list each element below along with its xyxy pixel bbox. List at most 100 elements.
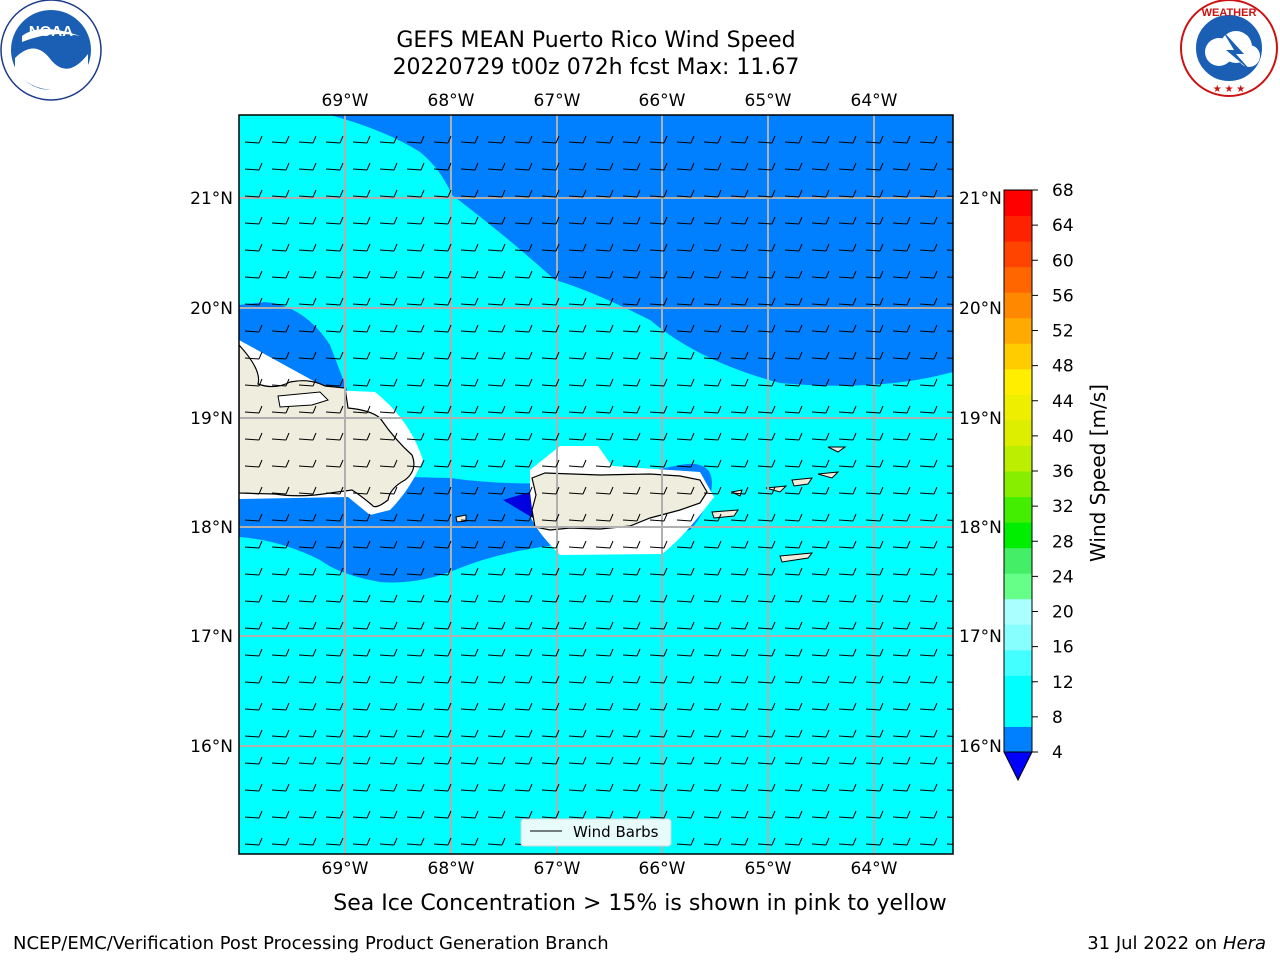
wind-barb	[298, 432, 317, 441]
wind-barb	[244, 243, 263, 252]
wind-barb	[784, 459, 803, 468]
wind-barb	[406, 567, 425, 576]
wind-barb	[271, 594, 290, 603]
wind-barb	[676, 837, 695, 846]
wind-barb	[730, 540, 749, 549]
colorbar-tick-label: 16	[1052, 638, 1074, 658]
wind-barb	[487, 216, 506, 225]
wind-barb	[784, 513, 803, 522]
wind-barb	[622, 351, 641, 360]
wind-barb	[568, 486, 587, 495]
wind-barb	[568, 135, 587, 144]
wind-barb	[271, 783, 290, 792]
wind-barb	[757, 756, 776, 765]
wind-barb	[784, 270, 803, 279]
colorbar-segment	[1004, 573, 1032, 600]
wind-barb	[622, 675, 641, 684]
wind-barb	[325, 648, 344, 657]
wind-barb	[892, 810, 911, 819]
wind-barb	[649, 540, 668, 549]
wind-barb	[271, 135, 290, 144]
wind-barb	[298, 351, 317, 360]
wind-barb	[865, 189, 884, 198]
colorbar-segment	[1004, 241, 1032, 268]
wind-barb	[379, 621, 398, 630]
wind-barb	[757, 189, 776, 198]
wind-barb	[568, 729, 587, 738]
wind-barb	[595, 675, 614, 684]
wind-barb	[757, 432, 776, 441]
wind-barb	[352, 756, 371, 765]
wind-barb	[271, 324, 290, 333]
wind-barb	[568, 162, 587, 171]
wind-barb	[514, 216, 533, 225]
wind-barb	[541, 216, 560, 225]
wind-barb	[649, 378, 668, 387]
wind-barb	[757, 540, 776, 549]
wind-barb	[784, 135, 803, 144]
wind-barb	[757, 567, 776, 576]
wind-barb	[649, 486, 668, 495]
wind-barb	[541, 378, 560, 387]
wind-barb	[298, 756, 317, 765]
wind-barb	[487, 270, 506, 279]
wind-barb	[865, 540, 884, 549]
wind-barb	[433, 783, 452, 792]
wind-barb	[784, 189, 803, 198]
wind-barb	[703, 459, 722, 468]
wind-barb	[379, 594, 398, 603]
wind-barb	[919, 378, 938, 387]
wind-barb	[946, 330, 953, 332]
wind-barb	[838, 567, 857, 576]
wind-barb	[298, 378, 317, 387]
wind-barb	[730, 567, 749, 576]
wind-barb	[406, 405, 425, 414]
lon-label-67w: 67°W	[534, 91, 581, 111]
wind-barb	[406, 270, 425, 279]
wind-barb	[541, 486, 560, 495]
wind-barb	[730, 756, 749, 765]
wind-barb	[811, 675, 830, 684]
colorbar-segment	[1004, 368, 1032, 395]
wind-barb	[757, 405, 776, 414]
wind-barb	[838, 783, 857, 792]
wind-barb	[325, 756, 344, 765]
wind-barb	[487, 540, 506, 549]
lat-labels-left: 21°N 20°N 19°N 18°N 17°N 16°N	[190, 189, 233, 757]
wind-barb	[595, 567, 614, 576]
wind-barb	[676, 756, 695, 765]
wind-barb	[487, 405, 506, 414]
wind-barb	[649, 432, 668, 441]
wind-barb	[433, 675, 452, 684]
wind-barb	[541, 459, 560, 468]
colorbar-tick-label: 20	[1052, 603, 1074, 623]
wind-barb	[919, 783, 938, 792]
wind-barb	[919, 459, 938, 468]
footer-host: Hera	[1222, 933, 1266, 954]
wind-barb	[595, 810, 614, 819]
wind-barb	[946, 168, 953, 170]
wind-barb	[865, 594, 884, 603]
wind-barb	[379, 378, 398, 387]
wind-barb	[568, 297, 587, 306]
wind-barb	[892, 216, 911, 225]
wind-barb	[865, 567, 884, 576]
colorbar-segment	[1004, 598, 1032, 625]
wind-barb	[676, 351, 695, 360]
wind-barb	[379, 459, 398, 468]
wind-barb	[325, 810, 344, 819]
wind-barb	[919, 243, 938, 252]
wind-barb	[460, 648, 479, 657]
wind-barb	[757, 675, 776, 684]
wind-barb	[838, 621, 857, 630]
wind-barb	[919, 648, 938, 657]
wind-barb	[622, 783, 641, 792]
wind-barb	[946, 492, 953, 494]
wind-barb	[649, 162, 668, 171]
wind-barb	[244, 270, 263, 279]
lon-label-68w: 68°W	[428, 859, 475, 879]
wind-barb	[946, 627, 953, 629]
wind-barb	[595, 648, 614, 657]
wind-barb	[406, 594, 425, 603]
wind-barb	[433, 540, 452, 549]
